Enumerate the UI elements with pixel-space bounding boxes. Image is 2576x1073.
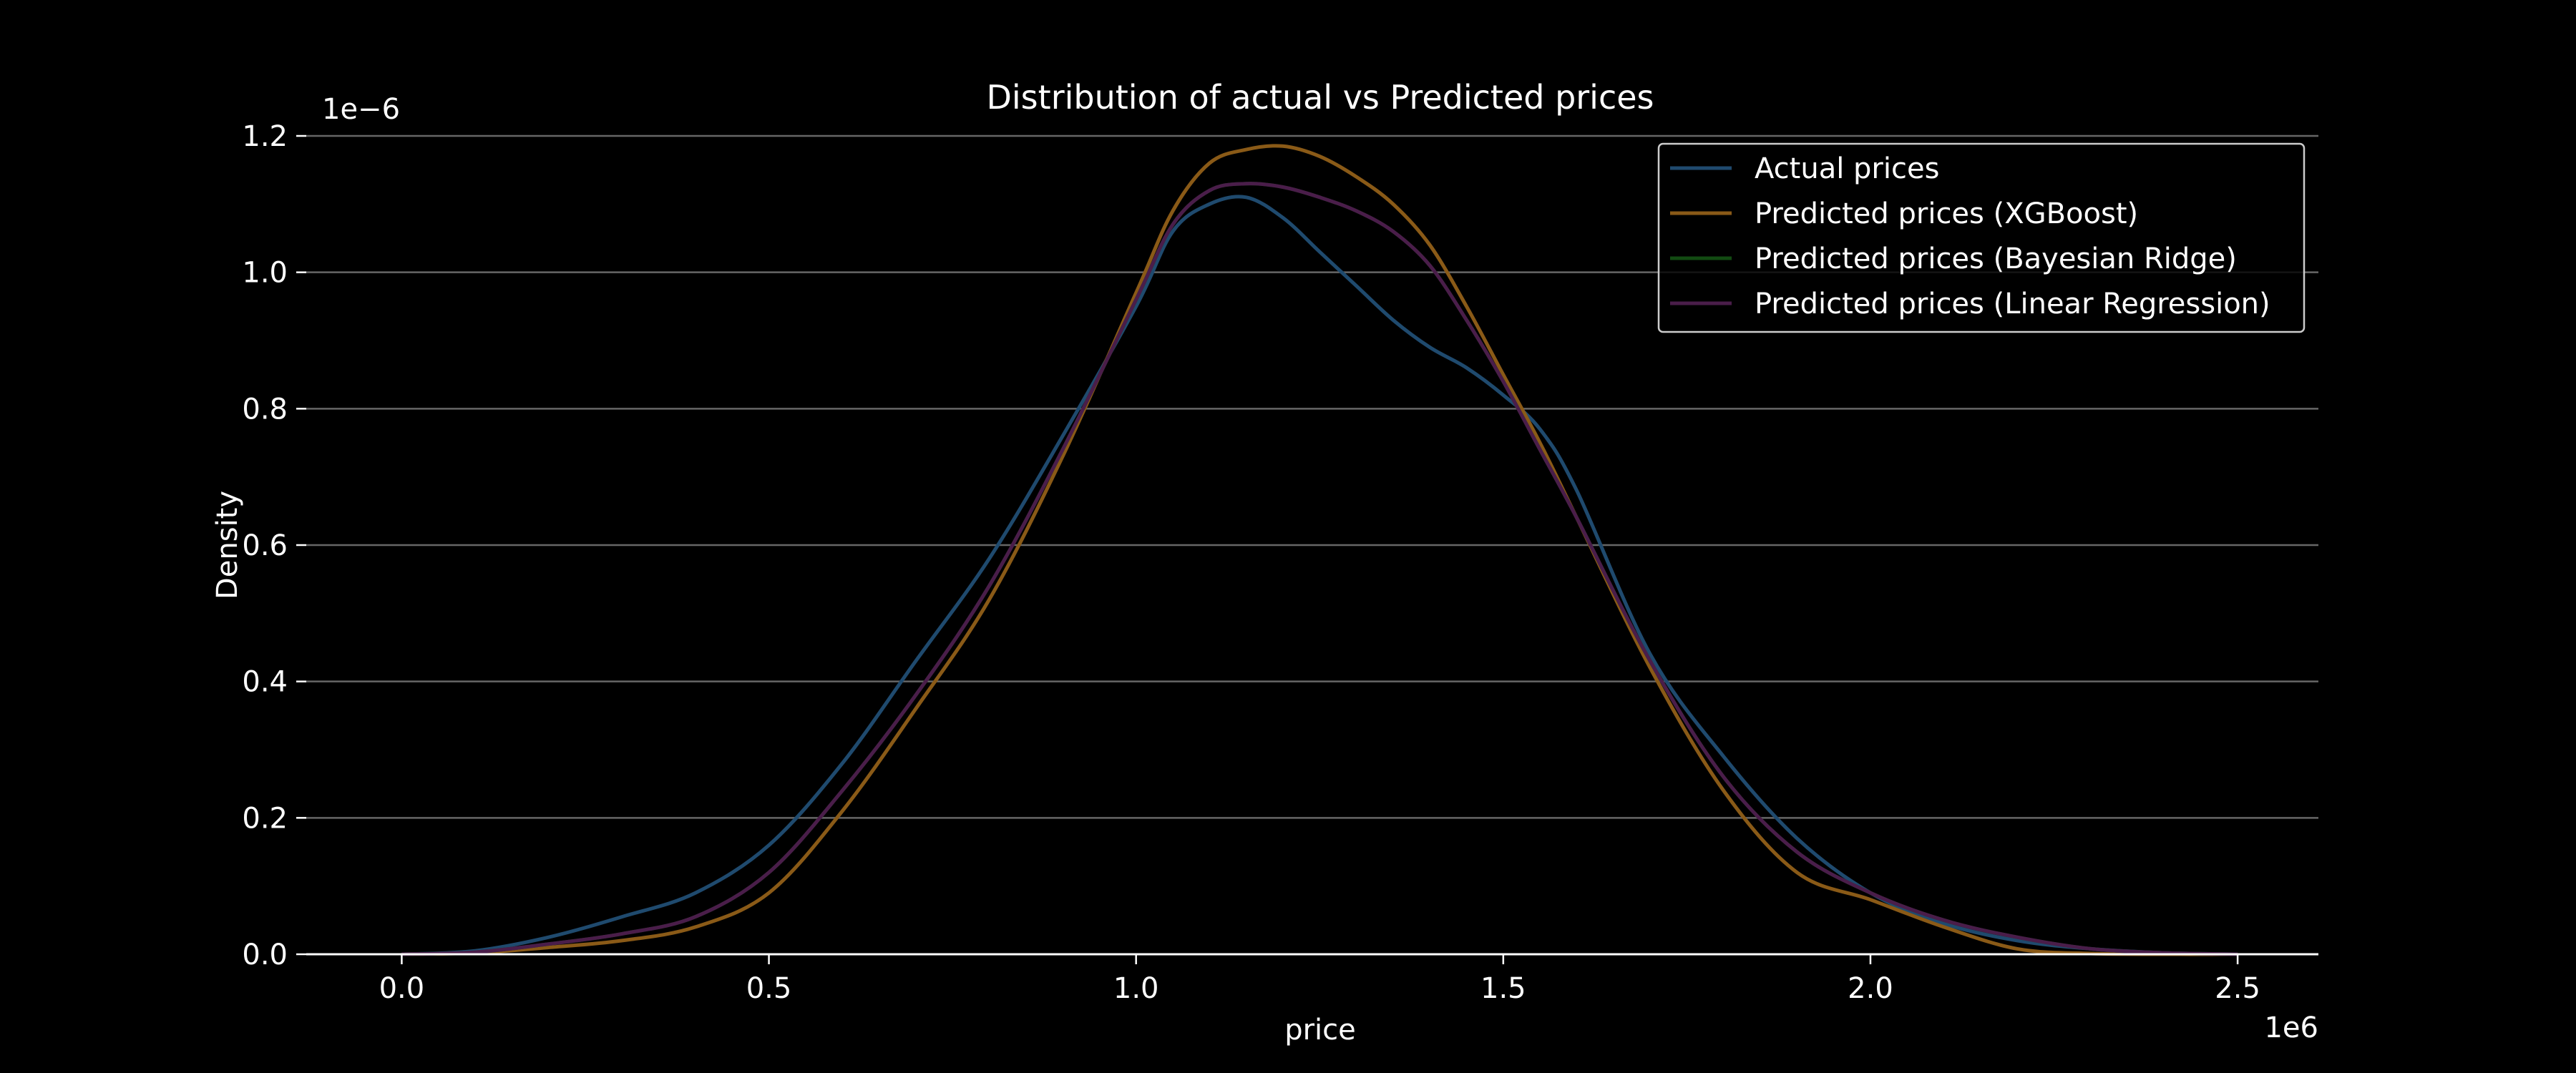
x-tick-label: 0.5 [746,972,792,1005]
x-tick-label: 2.0 [1848,972,1893,1005]
legend: Actual prices Predicted prices (XGBoost) P… [1657,142,2306,333]
legend-box [1657,142,2306,333]
y-tick-label: 1.0 [242,257,288,290]
x-tick-label: 0.0 [379,972,425,1005]
series-layer [401,144,2238,956]
y-tick-label: 0.2 [242,802,288,835]
legend-label: Predicted prices (Linear Regression) [1755,288,2270,320]
series-line-1 [401,144,2238,956]
y-tick-label: 1.2 [242,120,288,153]
y-tick-label: 0.8 [242,393,288,426]
series-line-3 [401,182,2238,956]
legend-label: Predicted prices (XGBoost) [1755,197,2138,230]
x-offset-label: 1e6 [2264,1011,2318,1044]
chart-title: Distribution of actual vs Predicted pric… [986,78,1654,117]
legend-label: Predicted prices (Bayesian Ridge) [1755,242,2237,275]
x-tick-label: 2.5 [2215,972,2260,1005]
y-ticks: 0.0 0.2 0.4 0.6 0.8 1.0 1.2 [242,120,306,971]
x-tick-label: 1.0 [1113,972,1159,1005]
y-tick-label: 0.4 [242,666,288,699]
x-axis-label: price [1284,1014,1356,1047]
y-tick-label: 0.6 [242,529,288,562]
x-tick-label: 1.5 [1480,972,1526,1005]
y-axis-label: Density [211,491,244,599]
y-offset-label: 1e−6 [322,93,400,126]
x-ticks: 0.0 0.5 1.0 1.5 2.0 2.5 [379,954,2260,1005]
grid-lines [306,134,2318,819]
y-tick-label: 0.0 [242,939,288,971]
legend-label: Actual prices [1755,152,1939,185]
